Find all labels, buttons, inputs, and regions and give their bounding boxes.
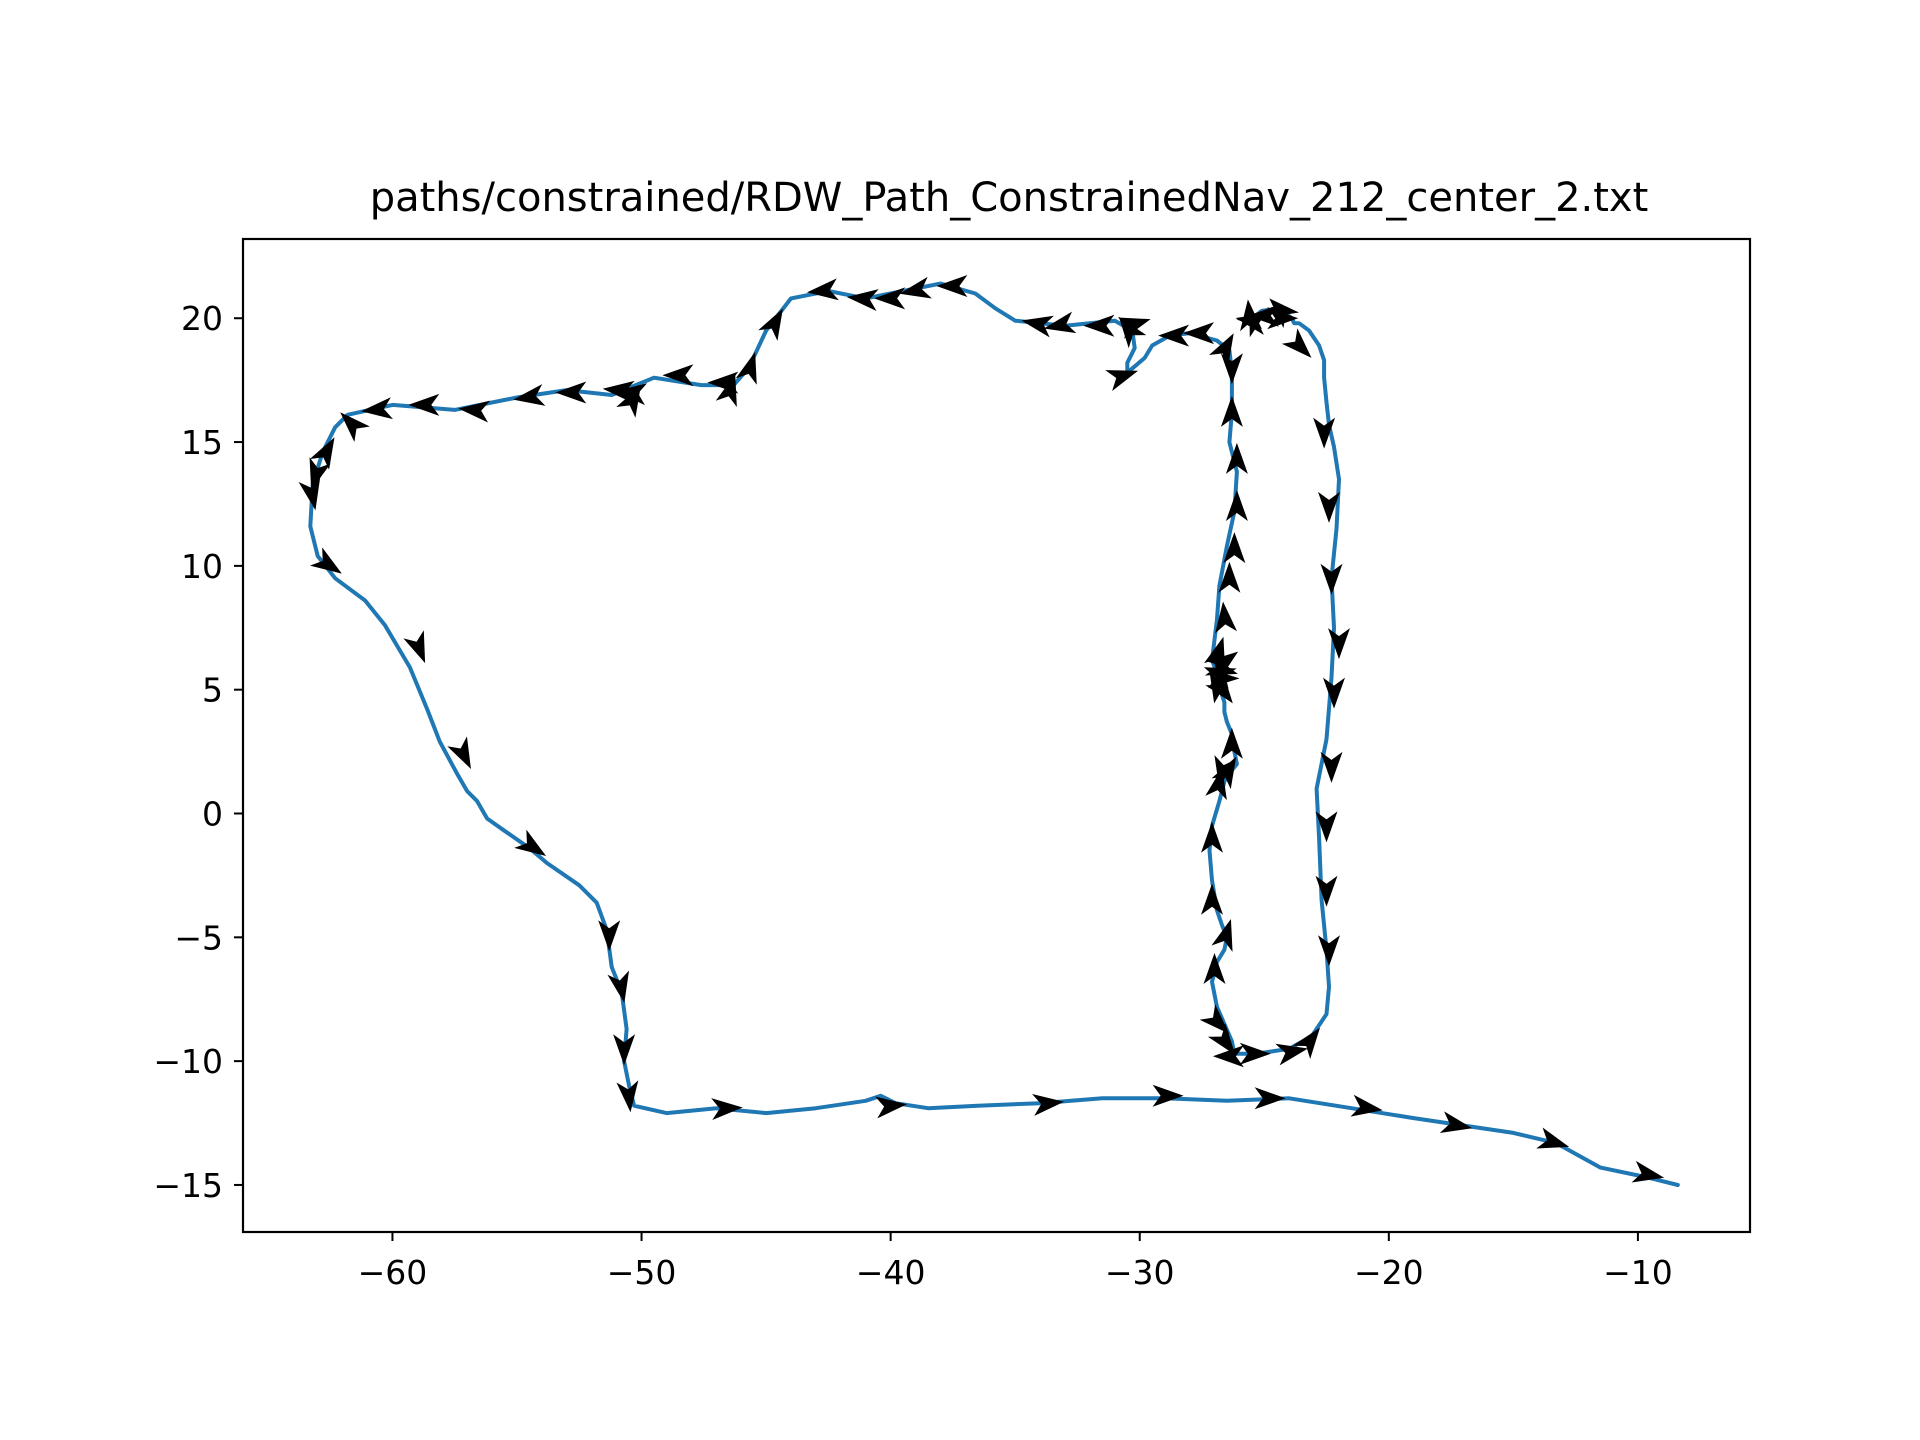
x-tick-label: −50 <box>607 1253 677 1292</box>
heading-arrow-15 <box>403 630 426 664</box>
heading-arrow-5 <box>1152 1084 1184 1107</box>
heading-arrow-44 <box>1105 370 1139 392</box>
heading-arrow-42 <box>1118 316 1147 349</box>
heading-arrow-66 <box>1201 821 1223 853</box>
heading-arrow-85 <box>1281 328 1312 358</box>
heading-arrow-68 <box>1211 918 1233 952</box>
heading-arrow-41 <box>1083 314 1115 337</box>
heading-arrow-82 <box>1320 563 1343 595</box>
heading-arrow-67 <box>1201 883 1223 915</box>
x-tick-label: −20 <box>1354 1253 1424 1292</box>
heading-arrow-37 <box>899 276 932 299</box>
heading-arrow-33 <box>758 308 783 341</box>
heading-arrow-75 <box>1292 1027 1321 1059</box>
heading-arrow-28 <box>615 383 648 406</box>
heading-arrow-21 <box>361 397 394 420</box>
heading-arrow-7 <box>875 1096 908 1119</box>
heading-arrow-20 <box>340 412 370 442</box>
heading-arrow-84 <box>1313 417 1336 449</box>
heading-arrow-69 <box>1203 953 1226 984</box>
y-tick-label: −5 <box>174 918 223 957</box>
heading-arrow-48 <box>1220 353 1243 385</box>
heading-arrow-83 <box>1318 491 1340 523</box>
heading-arrow-1 <box>1536 1127 1570 1149</box>
heading-arrow-6 <box>1032 1093 1065 1116</box>
axes-frame <box>241 237 1752 1234</box>
heading-arrow-78 <box>1315 811 1338 843</box>
heading-arrow-8 <box>711 1098 743 1121</box>
heading-arrow-9 <box>616 1080 639 1113</box>
heading-arrow-62 <box>1220 727 1243 759</box>
heading-arrow-51 <box>1225 490 1248 521</box>
heading-arrow-46 <box>1183 322 1214 345</box>
plot-area <box>298 275 1680 1187</box>
heading-arrow-74 <box>1275 1043 1308 1066</box>
trajectory-line <box>308 281 1680 1187</box>
y-tick-label: 15 <box>181 423 223 462</box>
heading-arrow-65 <box>1214 755 1237 788</box>
heading-arrow-47 <box>1209 333 1234 366</box>
y-tick-label: 5 <box>202 671 223 710</box>
heading-arrow-3 <box>1350 1094 1383 1117</box>
heading-arrow-72 <box>1212 1045 1244 1068</box>
heading-arrow-79 <box>1320 751 1343 783</box>
heading-arrow-54 <box>1215 601 1238 634</box>
y-tick-label: 20 <box>181 299 223 338</box>
heading-arrow-0 <box>1631 1160 1665 1183</box>
y-tick-label: −15 <box>153 1166 223 1205</box>
heading-arrow-32 <box>735 351 757 385</box>
y-tick-label: −10 <box>153 1042 223 1081</box>
x-tick-label: −40 <box>856 1253 926 1292</box>
y-tick-label: 0 <box>202 795 223 834</box>
heading-arrow-18 <box>309 457 331 491</box>
heading-arrow-13 <box>514 829 547 856</box>
heading-arrow-53 <box>1218 561 1241 593</box>
heading-arrow-14 <box>447 736 471 770</box>
heading-arrow-19 <box>309 437 335 470</box>
heading-arrow-71 <box>1207 1023 1236 1055</box>
heading-arrow-80 <box>1323 677 1345 709</box>
heading-arrow-43 <box>1117 317 1151 339</box>
heading-arrow-40 <box>1043 311 1077 334</box>
heading-arrow-23 <box>458 400 491 423</box>
heading-arrow-24 <box>513 384 546 406</box>
x-tick-label: −10 <box>1603 1253 1673 1292</box>
y-tick-label: 10 <box>181 547 223 586</box>
heading-arrow-50 <box>1225 442 1248 474</box>
heading-arrow-29 <box>662 364 694 387</box>
heading-arrow-38 <box>936 275 968 297</box>
heading-arrow-34 <box>806 278 839 301</box>
heading-arrow-2 <box>1439 1111 1473 1133</box>
heading-arrow-35 <box>846 289 879 312</box>
heading-arrow-73 <box>1239 1042 1271 1065</box>
heading-arrow-16 <box>309 547 342 574</box>
chart-title: paths/constrained/RDW_Path_ConstrainedNa… <box>370 175 1649 221</box>
x-tick-label: −60 <box>358 1253 428 1292</box>
heading-arrow-52 <box>1223 532 1246 564</box>
heading-arrow-70 <box>1199 1004 1230 1034</box>
heading-arrow-25 <box>555 381 587 404</box>
heading-arrow-39 <box>1021 315 1054 338</box>
x-tick-label: −30 <box>1105 1253 1175 1292</box>
heading-arrow-31 <box>715 374 737 408</box>
heading-arrow-61 <box>1205 672 1233 704</box>
heading-arrow-81 <box>1328 628 1350 660</box>
heading-arrow-45 <box>1158 324 1190 347</box>
heading-arrow-11 <box>607 970 630 1004</box>
heading-arrow-4 <box>1254 1087 1286 1110</box>
heading-arrow-36 <box>874 287 906 310</box>
heading-arrow-17 <box>298 477 321 511</box>
heading-arrow-22 <box>408 393 440 416</box>
heading-arrow-12 <box>598 920 621 952</box>
heading-arrow-49 <box>1220 395 1243 427</box>
heading-arrow-77 <box>1315 875 1338 907</box>
heading-arrow-91 <box>1235 313 1269 335</box>
heading-arrow-10 <box>613 1034 636 1066</box>
heading-arrow-76 <box>1318 935 1340 967</box>
